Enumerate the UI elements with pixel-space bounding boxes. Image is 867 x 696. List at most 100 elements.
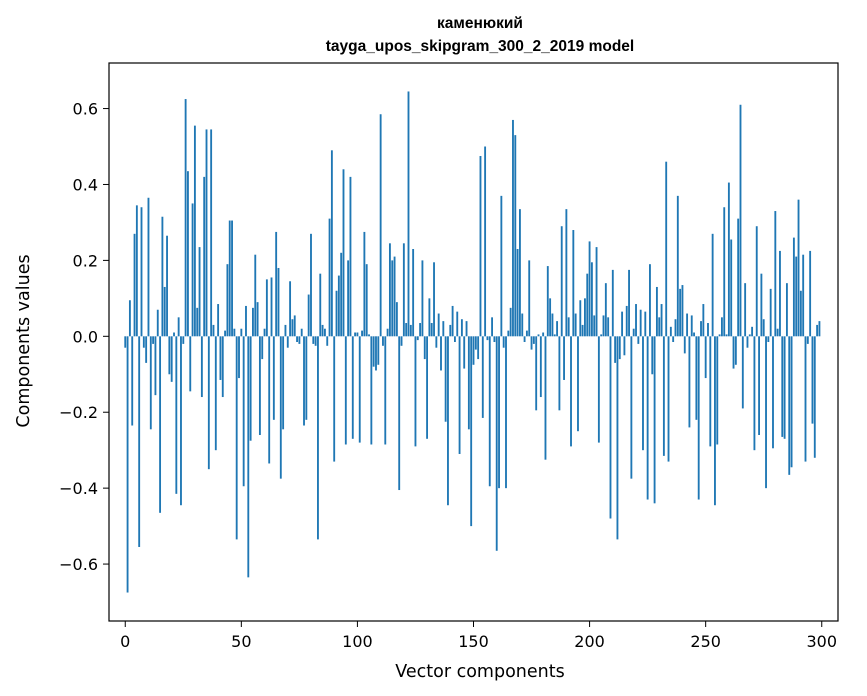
bar-component-170	[519, 209, 521, 337]
bar-component-135	[437, 313, 440, 337]
y-tick-label: 0.4	[73, 175, 98, 194]
bar-component-270	[751, 326, 754, 337]
bar-component-283	[781, 336, 784, 437]
bar-component-49	[238, 336, 240, 379]
bar-component-160	[495, 336, 498, 551]
bar-component-133	[433, 262, 435, 337]
bar-component-287	[790, 336, 793, 468]
bar-component-23	[177, 317, 180, 337]
bar-component-228	[653, 336, 656, 504]
bar-component-117	[395, 302, 398, 337]
bar-component-171	[521, 313, 524, 337]
bar-component-164	[505, 336, 507, 489]
x-axis-ticks: 0 50 100 150 200 250 300	[120, 621, 837, 651]
bar-component-132	[430, 323, 433, 337]
y-tick-label: 0.6	[73, 100, 98, 119]
bar-component-145	[460, 319, 463, 337]
x-axis-label: Vector components	[395, 662, 564, 682]
bar-component-200	[588, 241, 591, 337]
bar-component-0	[124, 336, 127, 348]
bar-component-141	[451, 305, 454, 337]
bar-component-156	[486, 336, 489, 341]
bar-component-166	[509, 307, 512, 337]
bar-component-102	[361, 330, 363, 337]
bar-component-233	[665, 161, 668, 337]
bar-component-293	[804, 336, 807, 462]
bar-component-294	[806, 336, 809, 344]
bar-component-202	[593, 315, 596, 337]
bar-component-54	[249, 336, 252, 441]
bar-component-112	[384, 336, 387, 445]
bar-component-247	[697, 336, 700, 500]
bar-component-250	[704, 336, 707, 379]
bar-component-248	[700, 321, 702, 337]
bar-component-26	[184, 99, 187, 337]
bar-component-291	[799, 290, 802, 337]
bar-component-129	[423, 336, 426, 360]
bar-component-51	[242, 336, 245, 487]
bar-component-142	[454, 336, 456, 342]
bar-component-195	[577, 336, 579, 432]
bar-component-120	[402, 243, 405, 337]
bar-component-271	[753, 336, 756, 451]
bar-component-144	[458, 336, 461, 454]
bar-component-165	[507, 330, 510, 337]
bar-component-180	[542, 332, 545, 337]
bar-component-137	[442, 321, 445, 337]
bar-component-86	[323, 328, 326, 337]
bar-component-75	[298, 336, 301, 344]
bar-component-297	[813, 336, 816, 458]
bar-component-56	[254, 254, 257, 337]
bar-component-123	[409, 324, 412, 337]
bar-component-31	[196, 307, 199, 337]
y-axis-ticks: −0.6 −0.4 −0.2 0.0 0.2 0.4 0.6	[59, 100, 109, 574]
bar-component-257	[720, 317, 723, 337]
bar-component-50	[240, 328, 243, 337]
bar-component-198	[584, 298, 586, 337]
bar-component-81	[312, 336, 315, 344]
bar-component-205	[600, 334, 603, 337]
bar-component-155	[484, 146, 487, 337]
bar-component-52	[245, 305, 247, 337]
y-tick-label: −0.2	[59, 403, 98, 422]
bar-component-111	[382, 336, 384, 346]
bar-component-85	[321, 324, 324, 337]
bar-component-238	[676, 195, 679, 337]
bar-component-299	[818, 321, 821, 337]
y-tick-label: −0.6	[59, 555, 98, 574]
bar-component-27	[187, 171, 189, 337]
bar-component-204	[597, 336, 600, 443]
x-tick-label: 200	[574, 632, 605, 651]
bar-component-249	[702, 304, 705, 337]
bar-component-150	[472, 336, 475, 365]
bar-component-34	[203, 176, 206, 337]
bar-component-237	[674, 319, 677, 337]
bar-component-12	[152, 336, 155, 344]
bar-component-274	[760, 273, 763, 337]
bar-component-196	[579, 300, 582, 337]
y-axis-label: Components values	[14, 254, 34, 427]
x-tick-label: 0	[120, 632, 130, 651]
bar-component-122	[407, 91, 410, 337]
bar-component-225	[646, 336, 649, 500]
bar-component-66	[277, 267, 280, 337]
bar-component-178	[537, 334, 540, 337]
bar-component-217	[628, 269, 630, 337]
bar-component-162	[500, 195, 503, 337]
bar-component-38	[212, 324, 215, 337]
bar-component-175	[530, 336, 533, 350]
bar-component-172	[523, 336, 526, 342]
bar-component-189	[563, 336, 565, 380]
bar-component-95	[344, 336, 347, 445]
bar-component-99	[354, 332, 357, 337]
chart-title: каменюкий	[437, 15, 523, 32]
bar-component-276	[765, 336, 767, 489]
bar-component-246	[695, 336, 698, 420]
bar-component-220	[635, 304, 637, 337]
bar-component-252	[709, 336, 712, 447]
bar-component-181	[544, 336, 547, 460]
bar-component-183	[549, 298, 552, 337]
bar-component-90	[333, 336, 336, 462]
bar-component-290	[797, 199, 800, 337]
bar-component-72	[291, 319, 294, 337]
